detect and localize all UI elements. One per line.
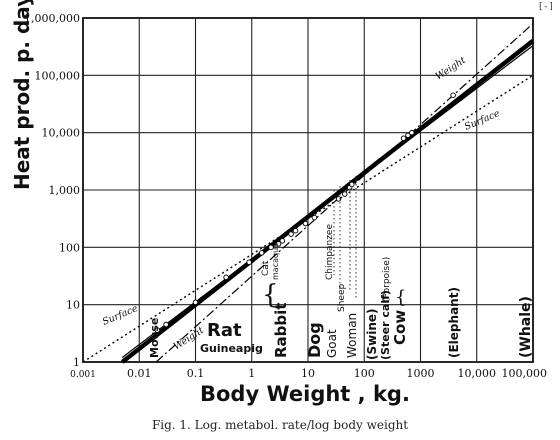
data-point	[450, 92, 456, 98]
label-porpoise: (Porpoise)	[382, 257, 392, 302]
label-chimpanzee: Chimpanzee	[325, 224, 335, 280]
data-point	[154, 327, 161, 333]
data-point	[405, 132, 411, 139]
data-point	[268, 244, 274, 251]
y-tick-label: 100,000	[35, 69, 81, 82]
data-point	[275, 241, 282, 247]
x-tick-label: 1	[248, 367, 255, 380]
x-tick-label: 100,000	[502, 367, 548, 380]
surface-line-label-left: Surface	[101, 303, 140, 328]
y-tick-label: 1	[73, 356, 80, 369]
label-woman: Woman	[345, 313, 359, 358]
x-tick-label: 0.001	[70, 370, 96, 380]
y-tick-label: 1,000	[49, 184, 81, 197]
x-tick-label: 100	[354, 367, 375, 380]
figure-caption: Fig. 1. Log. metabol. rate/log body weig…	[151, 418, 409, 432]
data-point	[341, 191, 348, 197]
data-point	[223, 274, 229, 281]
surface-line-label-right: Surface	[463, 108, 502, 133]
series-line-regression-2	[121, 45, 534, 358]
label-guineapig: Guineapig	[200, 342, 263, 355]
y-axis-label: Heat prod. p. day, kcal.	[10, 0, 34, 190]
label-mouse: Mouse	[148, 318, 161, 358]
corner-mark: [-]	[537, 2, 554, 12]
weight-line-label-right: Weight	[434, 55, 468, 83]
label-goat: Goat	[325, 329, 339, 358]
x-tick-label: 10,000	[458, 367, 497, 380]
bracket-cat-macaque: {	[262, 280, 279, 310]
y-tick-label: 10,000	[42, 127, 81, 140]
data-point	[288, 231, 294, 237]
data-point	[192, 299, 199, 306]
label-cat: Cat	[261, 260, 271, 276]
data-point	[258, 250, 265, 256]
label-cow: Cow	[391, 310, 409, 345]
y-tick-label: 1,000,000	[24, 12, 80, 25]
label-dog: Dog	[305, 322, 324, 358]
label-swine: (Swine)	[365, 309, 379, 361]
data-point	[400, 135, 407, 141]
label-sheep: Sheep	[337, 284, 347, 312]
x-tick-label: 10	[301, 367, 315, 380]
y-tick-label: 100	[59, 241, 80, 254]
data-point	[311, 214, 318, 221]
label-steer-calf: (Steer calf)	[379, 290, 392, 360]
data-point	[349, 181, 355, 188]
label-whale: (Whale)	[518, 296, 534, 358]
data-point	[279, 238, 286, 244]
data-point	[292, 227, 299, 234]
bracket-cow: {	[395, 287, 406, 308]
data-point	[409, 129, 415, 136]
data-point	[302, 220, 309, 227]
x-tick-label: 0.01	[127, 367, 152, 380]
label-rat: Rat	[207, 320, 242, 341]
y-tick-label: 10	[66, 299, 80, 312]
x-tick-label: 1000	[407, 367, 435, 380]
data-point	[163, 321, 169, 328]
label-elephant: (Elephant)	[447, 287, 461, 358]
label-macaque: macaque	[271, 243, 280, 280]
series-line-surface	[82, 74, 534, 363]
label-rabbit: Rabbit	[272, 303, 290, 358]
x-tick-label: 0.1	[187, 367, 205, 380]
x-axis-label: Body Weight , kg.	[200, 382, 410, 406]
data-point	[335, 196, 342, 202]
data-point	[246, 259, 252, 265]
